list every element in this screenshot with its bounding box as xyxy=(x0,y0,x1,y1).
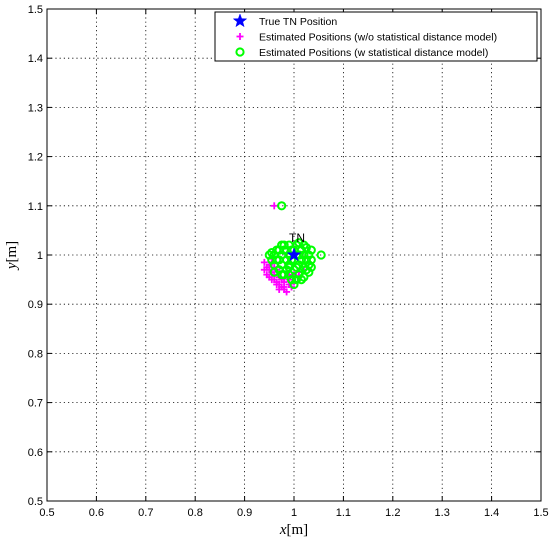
y-tick-label: 0.8 xyxy=(28,348,43,360)
legend-marker-symbol xyxy=(232,13,248,28)
data-point-without-model xyxy=(273,281,281,289)
legend-marker-symbol xyxy=(235,47,245,57)
x-tick-label: 1.1 xyxy=(336,507,351,519)
data-series xyxy=(260,201,326,296)
series-0 xyxy=(286,247,302,262)
x-tick-label: 0.6 xyxy=(89,507,104,519)
data-point-with-model xyxy=(294,238,304,248)
x-axis-label-unit: [m] xyxy=(287,522,309,538)
y-axis-label: y[m] xyxy=(4,241,20,271)
y-tick-label: 0.5 xyxy=(28,496,43,508)
data-point-with-model xyxy=(306,245,316,255)
data-point-with-model xyxy=(277,201,287,211)
legend-entry-without-model: Estimated Positions (w/o statistical dis… xyxy=(259,31,497,43)
data-point-with-model xyxy=(291,275,302,285)
data-point-with-model xyxy=(316,250,326,260)
x-tick-label: 0.7 xyxy=(138,507,153,519)
data-point-without-model xyxy=(268,276,276,284)
axis-ticks xyxy=(46,8,542,502)
data-point-with-model xyxy=(296,275,307,285)
legend-marker-without-model xyxy=(236,33,244,40)
y-axis-label-unit: [m] xyxy=(4,241,20,263)
y-tick-label: 1.5 xyxy=(28,4,43,16)
data-point-with-model xyxy=(291,262,302,272)
data-point-with-model xyxy=(267,247,277,258)
x-axis-label: x[m] xyxy=(279,522,308,538)
axis-tick-labels: 0.5 0.6 0.7 0.8 0.9 1 1.1 1.2 1.3 1.4 1.5 0.5 0.6 0.7… xyxy=(28,4,549,519)
y-tick-label: 0.6 xyxy=(28,447,43,459)
legend-entry-with-model: Estimated Positions (w statistical dista… xyxy=(259,47,488,59)
x-tick-label: 1 xyxy=(291,507,297,519)
y-tick-label: 0.7 xyxy=(28,398,43,410)
data-point-with-model xyxy=(301,265,311,275)
data-point-without-model xyxy=(283,288,291,296)
x-tick-label: 1.2 xyxy=(385,507,400,519)
y-tick-label: 1.4 xyxy=(28,53,43,65)
y-tick-label: 1.2 xyxy=(28,152,43,164)
x-tick-label: 1.5 xyxy=(533,507,548,519)
data-point-without-model xyxy=(280,283,288,291)
x-axis-label-var: x xyxy=(279,522,287,538)
legend: True TN Position Estimated Positions (w/… xyxy=(214,11,538,62)
legend-box xyxy=(214,11,538,62)
x-tick-label: 0.9 xyxy=(237,507,252,519)
legend-marker-symbol xyxy=(236,33,244,40)
data-point-with-model xyxy=(277,270,287,280)
annotation-tn-label: TN xyxy=(289,231,305,245)
data-point-without-model xyxy=(275,285,283,293)
y-tick-label: 1.3 xyxy=(28,102,43,114)
x-tick-label: 1.3 xyxy=(435,507,450,519)
y-tick-label: 1.1 xyxy=(28,201,43,213)
y-tick-label: 1 xyxy=(37,250,43,262)
y-axis-label-var: y xyxy=(4,262,20,271)
data-point-without-model xyxy=(270,202,278,210)
y-tick-label: 0.9 xyxy=(28,299,43,311)
data-point-with-model xyxy=(272,255,282,265)
data-point-without-model xyxy=(260,258,268,266)
x-tick-label: 0.8 xyxy=(188,507,203,519)
data-point-with-model xyxy=(306,255,316,265)
legend-marker-with-model xyxy=(235,47,245,57)
legend-marker-true-position xyxy=(232,13,248,28)
legend-entry-true-position: True TN Position xyxy=(259,16,337,28)
data-point-true-position xyxy=(286,247,302,262)
x-tick-label: 0.5 xyxy=(39,507,54,519)
x-tick-label: 1.4 xyxy=(484,507,499,519)
data-point-with-model xyxy=(286,275,297,285)
